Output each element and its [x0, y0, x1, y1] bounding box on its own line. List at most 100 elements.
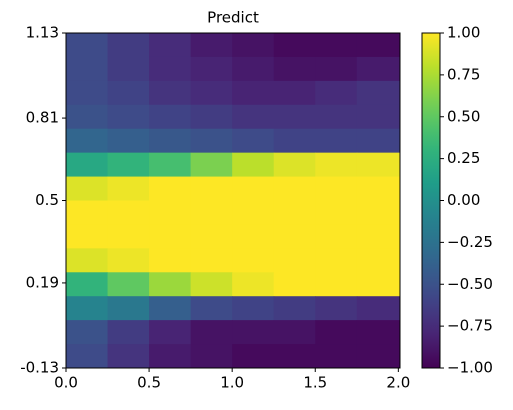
heatmap-cell	[149, 80, 192, 106]
heatmap-cell	[315, 33, 358, 58]
heatmap-cell	[273, 56, 316, 82]
heatmap-cell	[107, 128, 150, 154]
heatmap-cell	[149, 56, 192, 82]
x-tick-label: 2.0	[386, 374, 410, 392]
heatmap-cell	[273, 272, 316, 297]
heatmap-cell	[149, 33, 192, 58]
heatmap-cell	[149, 176, 192, 201]
x-tick-label: 0.5	[137, 374, 161, 392]
heatmap-cell	[232, 272, 275, 297]
y-tick-label: 1.13	[26, 24, 59, 42]
heatmap-cell	[232, 344, 275, 369]
heatmap-cell	[190, 248, 233, 273]
heatmap-cell	[273, 128, 316, 154]
heatmap-cell	[273, 33, 316, 58]
heatmap-cell	[315, 296, 358, 321]
heatmap-cell	[356, 80, 401, 106]
heatmap-cell	[149, 152, 192, 178]
heatmap-cell	[315, 224, 358, 249]
heatmap-cell	[273, 176, 316, 201]
heatmap-cell	[356, 224, 401, 249]
heatmap-cell	[149, 320, 192, 345]
heatmap-cell	[315, 320, 358, 345]
heatmap-cell	[356, 104, 401, 130]
heatmap-cell	[273, 320, 316, 345]
heatmap-cell	[107, 320, 150, 345]
heatmap-cell	[232, 33, 275, 58]
colorbar	[421, 32, 441, 369]
colorbar-tick-label: −0.50	[447, 275, 493, 293]
colorbar-tick-label: −0.25	[447, 233, 493, 251]
heatmap-cell	[315, 152, 358, 178]
heatmap-cell	[107, 152, 150, 178]
heatmap-cell	[66, 320, 109, 345]
colorbar-tick-label: 0.25	[447, 149, 480, 167]
heatmap-cell	[66, 224, 109, 249]
heatmap-cell	[273, 80, 316, 106]
heatmap-cell	[66, 33, 109, 58]
heatmap-cell	[66, 344, 109, 369]
heatmap-cell	[232, 320, 275, 345]
heatmap-cell	[356, 320, 401, 345]
heatmap-cell	[315, 128, 358, 154]
heatmap-cell	[232, 296, 275, 321]
heatmap-cell	[66, 56, 109, 82]
heatmap-cell	[190, 128, 233, 154]
heatmap-cell	[190, 320, 233, 345]
heatmap-cell	[356, 200, 401, 225]
colorbar-tick-label: 0.75	[447, 65, 480, 83]
heatmap-cell	[356, 56, 401, 82]
heatmap-cell	[149, 200, 192, 225]
heatmap-cell	[190, 104, 233, 130]
heatmap-cell	[107, 272, 150, 297]
heatmap-cell	[66, 200, 109, 225]
heatmap-cell	[315, 248, 358, 273]
heatmap-cell	[190, 224, 233, 249]
heatmap-cell	[107, 200, 150, 225]
heatmap-cell	[232, 128, 275, 154]
heatmap-cell	[315, 344, 358, 369]
heatmap-cell	[190, 344, 233, 369]
colorbar-tick-label: 0.50	[447, 107, 480, 125]
heatmap-cell	[232, 80, 275, 106]
heatmap-cell	[273, 152, 316, 178]
heatmap-cell	[107, 224, 150, 249]
heatmap-cell	[149, 248, 192, 273]
heatmap-cell	[66, 296, 109, 321]
heatmap-cell	[190, 152, 233, 178]
heatmap-cell	[107, 104, 150, 130]
heatmap-cell	[232, 104, 275, 130]
heatmap-cell	[149, 224, 192, 249]
heatmap-cell	[66, 80, 109, 106]
heatmap-cell	[273, 200, 316, 225]
heatmap-cell	[107, 296, 150, 321]
heatmap-cell	[273, 344, 316, 369]
colorbar-tick-label: −1.00	[447, 359, 493, 377]
heatmap-cell	[232, 56, 275, 82]
y-tick-label: 0.5	[35, 191, 59, 209]
y-tick-label: 0.81	[26, 109, 59, 127]
heatmap-cell	[66, 176, 109, 201]
heatmap-cell	[315, 200, 358, 225]
heatmap-cell	[232, 200, 275, 225]
heatmap-cell	[66, 272, 109, 297]
heatmap-cell	[190, 200, 233, 225]
heatmap-cell	[232, 224, 275, 249]
heatmap-cell	[66, 128, 109, 154]
heatmap-cell	[190, 33, 233, 58]
heatmap-cell	[190, 272, 233, 297]
heatmap-cell	[232, 176, 275, 201]
heatmap-cell	[190, 176, 233, 201]
heatmap-cell	[315, 104, 358, 130]
heatmap-cell	[107, 56, 150, 82]
heatmap-cell	[107, 248, 150, 273]
heatmap-cell	[66, 248, 109, 273]
x-tick-label: 0.0	[54, 374, 78, 392]
chart-title: Predict	[207, 9, 259, 27]
heatmap-cell	[356, 344, 401, 369]
heatmap-cell	[273, 248, 316, 273]
heatmap-cell	[190, 56, 233, 82]
heatmap-cell	[356, 272, 401, 297]
colorbar-tick-label: 0.00	[447, 191, 480, 209]
y-tick-label: -0.13	[20, 359, 59, 377]
